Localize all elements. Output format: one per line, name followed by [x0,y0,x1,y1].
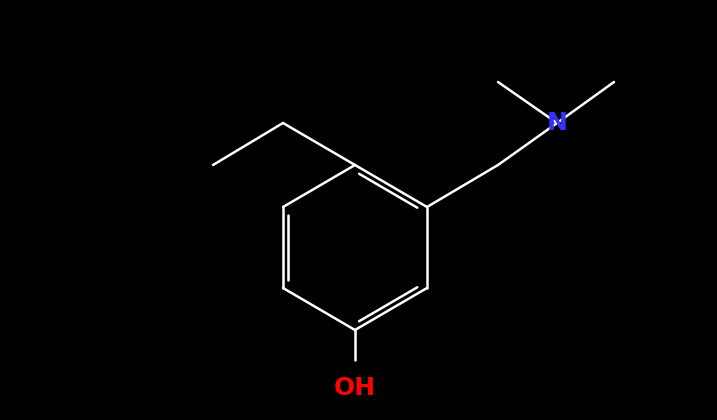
Text: OH: OH [334,376,376,400]
Text: N: N [546,111,567,135]
